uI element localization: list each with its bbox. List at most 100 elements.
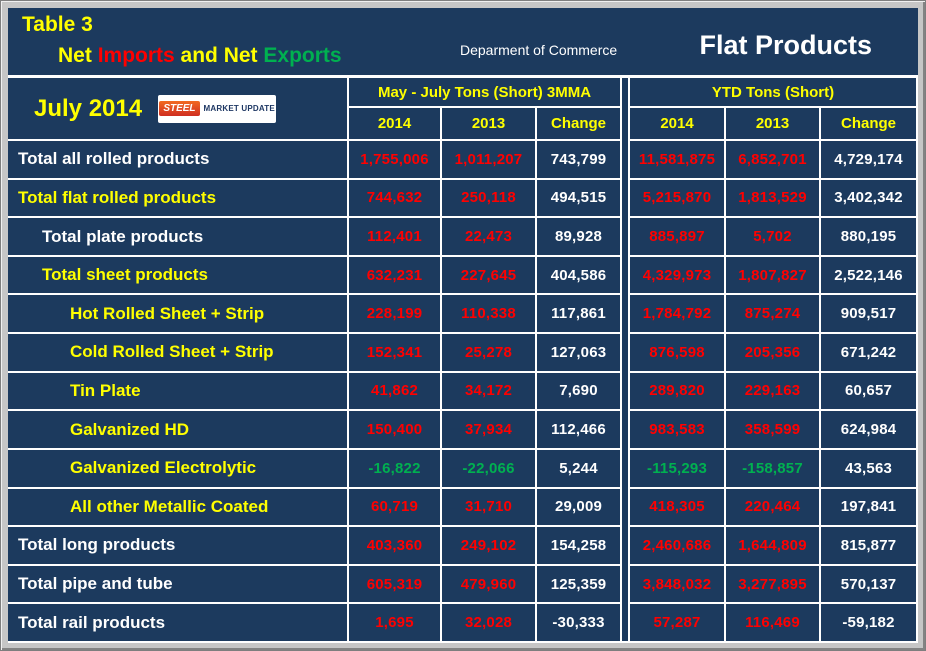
value-cell: 112,466 [537,411,622,450]
row-label: Tin Plate [8,372,349,412]
value-cell: 289,820 [630,372,726,412]
year-header-2013: 2013 [442,108,537,141]
steel-market-update-logo: STEEL MARKET UPDATE [158,94,277,123]
value-cell: -30,333 [537,604,622,643]
year-header-change: Change [821,108,918,141]
value-cell: 1,011,207 [442,141,537,180]
row-label: Galvanized Electrolytic [8,449,349,489]
row-label: Total sheet products [8,256,349,296]
value-cell: 152,341 [349,334,442,373]
value-cell: 197,841 [821,488,918,528]
value-cell: 1,813,529 [726,179,821,219]
value-cell: 227,645 [442,256,537,296]
year-header-2013: 2013 [726,108,821,141]
column-group-divider [622,78,630,643]
value-cell: 885,897 [630,218,726,257]
value-cell: 983,583 [630,411,726,450]
year-header-change: Change [537,108,622,141]
value-cell: 403,360 [349,527,442,566]
value-cell: 2,460,686 [630,527,726,566]
value-cell: 60,657 [821,372,918,412]
row-label: Total flat rolled products [8,179,349,219]
value-cell: -22,066 [442,449,537,489]
value-cell: 624,984 [821,411,918,450]
value-cell: 875,274 [726,295,821,335]
data-grid: July 2014 STEEL MARKET UPDATE May - July… [8,78,918,643]
logo-market-update-text: MARKET UPDATE [203,104,275,113]
row-label: Galvanized HD [8,411,349,450]
value-cell: 117,861 [537,295,622,335]
value-cell: 228,199 [349,295,442,335]
value-cell: 154,258 [537,527,622,566]
value-cell: 32,028 [442,604,537,643]
value-cell: 358,599 [726,411,821,450]
value-cell: 1,644,809 [726,527,821,566]
value-cell: 125,359 [537,565,622,605]
value-cell: 37,934 [442,411,537,450]
value-cell: 150,400 [349,411,442,450]
value-cell: 3,848,032 [630,565,726,605]
row-label: All other Metallic Coated [8,488,349,528]
period-cell: July 2014 STEEL MARKET UPDATE [8,78,349,141]
report-title-part: and Net [174,44,264,67]
year-header-2014: 2014 [349,108,442,141]
value-cell: 220,464 [726,488,821,528]
report-title-part: Net [58,44,98,67]
value-cell: 41,862 [349,372,442,412]
header: Table 3 Net Imports and Net Exports Depa… [8,8,918,78]
value-cell: 5,244 [537,449,622,489]
value-cell: 743,799 [537,141,622,180]
value-cell: 880,195 [821,218,918,257]
row-label: Hot Rolled Sheet + Strip [8,295,349,335]
report-period: July 2014 [34,94,143,122]
value-cell: 909,517 [821,295,918,335]
value-cell: -115,293 [630,449,726,489]
value-cell: 34,172 [442,372,537,412]
value-cell: 250,118 [442,179,537,219]
value-cell: 60,719 [349,488,442,528]
report-table: Table 3 Net Imports and Net Exports Depa… [8,8,918,643]
row-label: Total rail products [8,604,349,643]
value-cell: 3,277,895 [726,565,821,605]
row-label: Total plate products [8,218,349,257]
value-cell: 4,729,174 [821,141,918,180]
value-cell: 1,755,006 [349,141,442,180]
value-cell: 5,702 [726,218,821,257]
value-cell: 3,402,342 [821,179,918,219]
value-cell: -59,182 [821,604,918,643]
value-cell: 2,522,146 [821,256,918,296]
value-cell: 89,928 [537,218,622,257]
report-title-part: Exports [263,44,342,67]
value-cell: 127,063 [537,334,622,373]
report-title: Net Imports and Net Exports [58,44,342,68]
value-cell: 494,515 [537,179,622,219]
value-cell: 479,960 [442,565,537,605]
value-cell: 418,305 [630,488,726,528]
value-cell: 1,784,792 [630,295,726,335]
logo-steel-text: STEEL [159,101,200,116]
row-label: Total all rolled products [8,141,349,180]
value-cell: 876,598 [630,334,726,373]
value-cell: 744,632 [349,179,442,219]
value-cell: 1,695 [349,604,442,643]
value-cell: 249,102 [442,527,537,566]
value-cell: 110,338 [442,295,537,335]
value-cell: 605,319 [349,565,442,605]
row-label: Total long products [8,527,349,566]
value-cell: 11,581,875 [630,141,726,180]
value-cell: 4,329,973 [630,256,726,296]
value-cell: 632,231 [349,256,442,296]
value-cell: 31,710 [442,488,537,528]
value-cell: 57,287 [630,604,726,643]
value-cell: 205,356 [726,334,821,373]
product-category-title: Flat Products [699,30,872,60]
value-cell: 112,401 [349,218,442,257]
value-cell: 6,852,701 [726,141,821,180]
column-group-3mma-header: May - July Tons (Short) 3MMA [349,78,622,108]
value-cell: 7,690 [537,372,622,412]
year-header-2014: 2014 [630,108,726,141]
value-cell: 116,469 [726,604,821,643]
value-cell: 43,563 [821,449,918,489]
table-number: Table 3 [22,13,93,36]
value-cell: -158,857 [726,449,821,489]
